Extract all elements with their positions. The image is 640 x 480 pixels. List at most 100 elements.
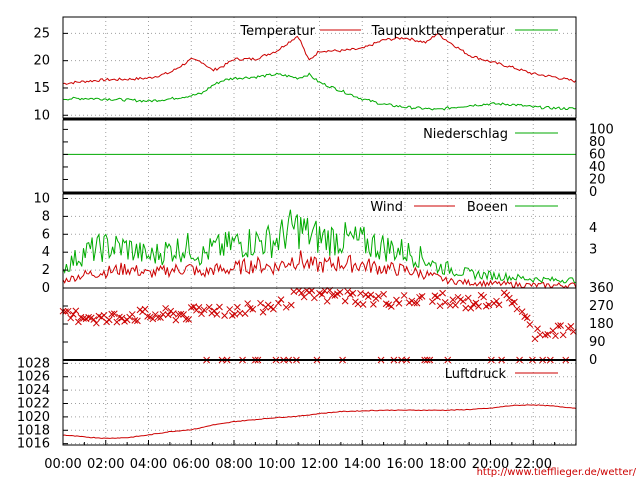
series-windrichtung	[59, 286, 577, 364]
wind-direction-point	[118, 314, 126, 322]
y-tick-label: 180	[589, 317, 614, 332]
wind-direction-point	[269, 305, 277, 313]
legend-label: Niederschlag	[423, 127, 508, 142]
y-tick-label: 25	[33, 26, 50, 41]
wind-direction-point	[495, 301, 503, 309]
wind-direction-point	[287, 301, 295, 309]
wind-direction-point	[393, 296, 400, 304]
wind-direction-point	[257, 299, 264, 307]
wind-direction-point	[275, 299, 282, 307]
wind-direction-point	[182, 315, 190, 323]
wind-direction-point	[567, 323, 575, 330]
right-axis-label: 4	[589, 221, 597, 236]
series-taupunkttemperatur-line	[62, 72, 577, 111]
wind-direction-point	[559, 331, 567, 339]
x-tick-label: 04:00	[130, 457, 167, 472]
x-tick-label: 22:00	[515, 457, 552, 472]
credit-link[interactable]: http://www.tiefflieger.de/wetter/	[477, 467, 637, 478]
legend-label: Taupunkttemperatur	[371, 24, 506, 39]
wind-direction-point	[277, 296, 285, 303]
wind-direction-point	[162, 304, 169, 312]
wind-direction-point	[395, 300, 403, 307]
y-tick-label: 80	[589, 135, 606, 150]
x-tick-label: 16:00	[386, 457, 423, 472]
y-tick-label: 1022	[17, 397, 50, 412]
wind-direction-point	[205, 303, 213, 311]
wind-direction-point	[323, 297, 331, 305]
y-tick-label: 10	[33, 108, 50, 123]
y-tick-label: 2	[42, 263, 50, 278]
wind-direction-point	[216, 303, 223, 311]
wind-direction-point	[213, 311, 221, 318]
y-tick-label: 1020	[17, 410, 50, 425]
right-axis-label: 3	[589, 243, 597, 258]
y-tick-label: 8	[42, 209, 50, 224]
x-tick-label: 18:00	[429, 457, 466, 472]
wind-direction-point	[472, 299, 480, 307]
wind-direction-point	[180, 311, 187, 318]
data-layer	[59, 33, 577, 439]
wind-direction-point	[141, 305, 149, 313]
wind-direction-point	[418, 293, 426, 300]
wind-direction-point	[198, 310, 205, 318]
wind-direction-point	[195, 304, 203, 311]
wind-direction-point	[134, 317, 141, 325]
wind-direction-point	[185, 316, 193, 323]
y-tick-label: 270	[589, 299, 614, 314]
wind-direction-point	[259, 308, 267, 316]
wind-direction-point	[462, 304, 470, 312]
x-tick-label: 12:00	[301, 457, 338, 472]
wind-direction-point	[541, 331, 549, 339]
wind-direction-point	[544, 331, 552, 338]
wind-direction-point	[464, 294, 472, 302]
wind-direction-point	[177, 310, 185, 318]
wind-direction-point	[536, 331, 544, 339]
wind-direction-point	[480, 293, 488, 301]
wind-direction-point	[518, 308, 526, 315]
y-tick-label: 20	[589, 172, 606, 187]
wind-direction-point	[570, 328, 577, 335]
wind-direction-point	[531, 335, 539, 343]
wind-direction-point	[75, 318, 82, 326]
wind-direction-point	[511, 298, 518, 306]
wind-direction-point	[221, 312, 228, 319]
y-tick-label: 0	[42, 281, 50, 296]
wind-direction-point	[144, 313, 151, 320]
wind-direction-point	[110, 310, 118, 318]
wind-direction-point	[249, 305, 257, 313]
wind-direction-point	[308, 287, 316, 294]
wind-direction-point	[175, 310, 182, 318]
wind-direction-point	[164, 311, 172, 319]
wind-direction-point	[557, 322, 564, 329]
series-wind-line	[62, 250, 577, 290]
wind-direction-point	[72, 307, 80, 315]
wind-direction-point	[62, 308, 69, 315]
x-tick-label: 06:00	[173, 457, 210, 472]
wind-direction-point	[439, 289, 446, 297]
wind-direction-point	[92, 319, 100, 327]
y-tick-label: 90	[589, 335, 606, 350]
wind-direction-point	[236, 309, 244, 317]
wind-direction-point	[90, 316, 98, 323]
wind-direction-point	[234, 303, 241, 311]
wind-direction-point	[349, 289, 357, 297]
wind-direction-point	[552, 332, 559, 340]
y-tick-label: 1028	[17, 356, 50, 371]
wind-direction-point	[375, 292, 382, 300]
wind-direction-point	[341, 297, 349, 305]
wind-direction-point	[387, 303, 395, 310]
wind-direction-point	[67, 314, 75, 322]
wind-direction-point	[113, 318, 121, 326]
wind-direction-point	[459, 297, 467, 305]
wind-direction-point	[154, 313, 162, 321]
y-tick-label: 40	[589, 160, 606, 175]
wind-direction-point	[282, 303, 290, 311]
wind-direction-point	[318, 291, 326, 298]
series-temperatur-line	[62, 33, 577, 85]
y-tick-label: 10	[33, 191, 50, 206]
wind-direction-point	[231, 310, 239, 318]
wind-direction-point	[449, 296, 457, 304]
wind-direction-point	[108, 310, 116, 318]
